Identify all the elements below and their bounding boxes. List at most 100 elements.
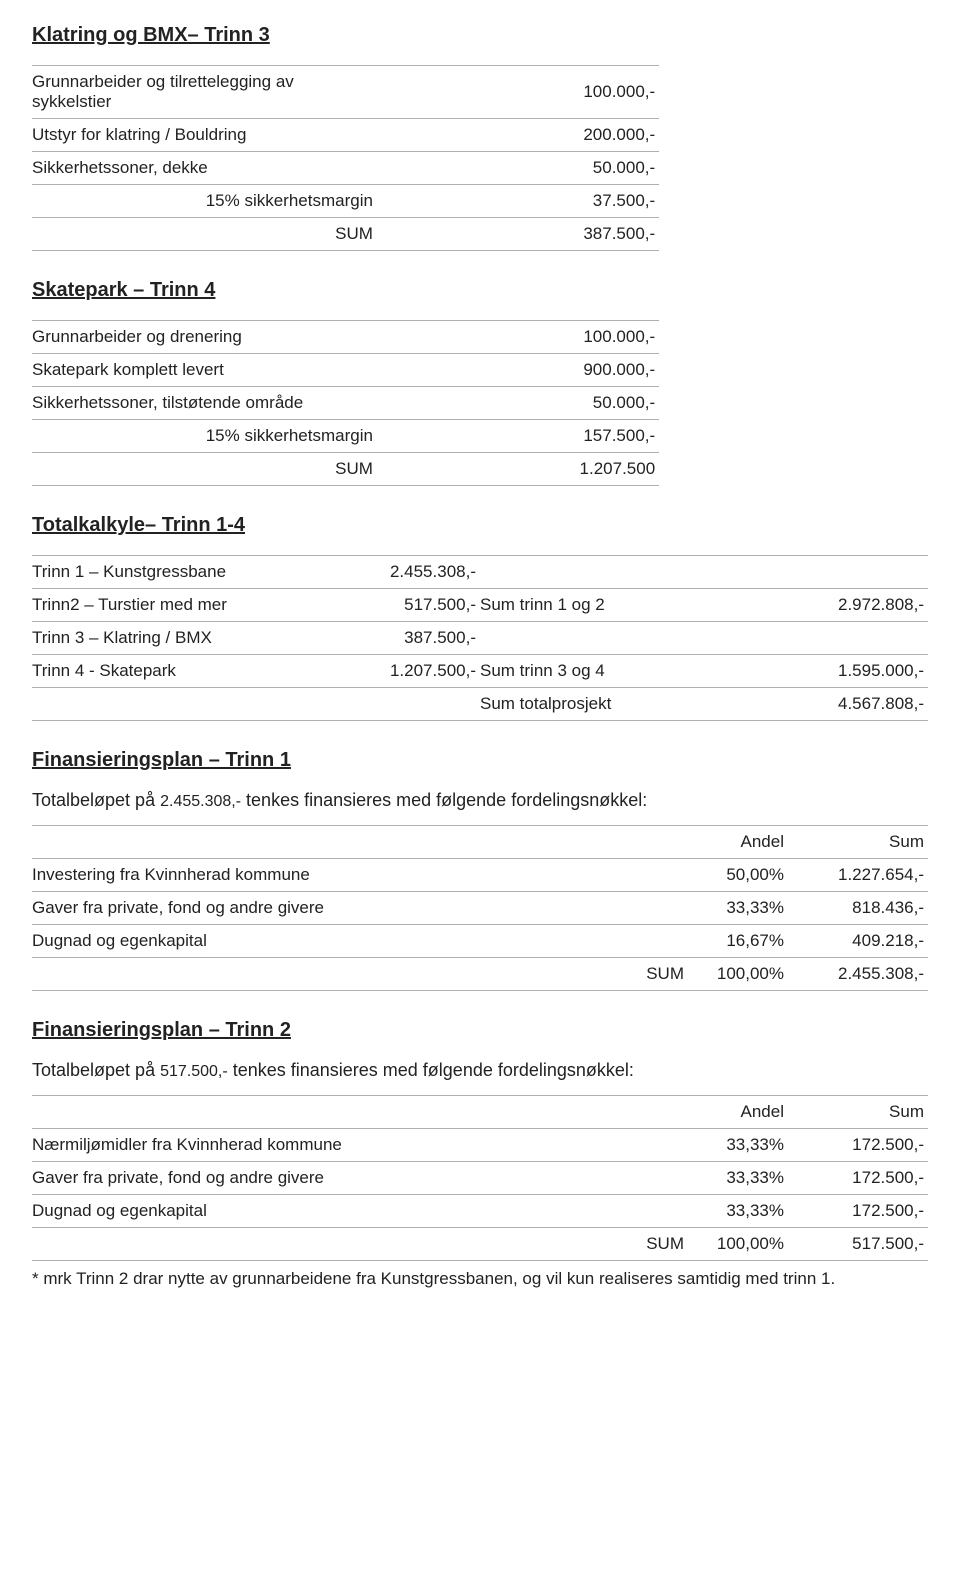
table-row: SUM100,00%2.455.308,- xyxy=(32,958,928,991)
cell: 2.972.808,- xyxy=(749,589,928,622)
intro-suffix: tenkes finansieres med følgende fordelin… xyxy=(241,790,647,810)
row-share: 50,00% xyxy=(688,859,788,892)
section-title-skatepark: Skatepark – Trinn 4 xyxy=(32,279,928,302)
header-empty xyxy=(32,826,688,859)
table-row: Trinn 1 – Kunstgressbane2.455.308,- xyxy=(32,556,928,589)
intro-amount: 517.500,- xyxy=(160,1063,228,1080)
table-row: Nærmiljømidler fra Kvinnherad kommune33,… xyxy=(32,1129,928,1162)
row-value: 50.000,- xyxy=(377,152,659,185)
row-label: Skatepark komplett levert xyxy=(32,354,377,387)
row-label: SUM xyxy=(32,958,688,991)
cell: Trinn 4 - Skatepark xyxy=(32,655,319,688)
cell: 2.455.308,- xyxy=(319,556,480,589)
intro-prefix: Totalbeløpet på xyxy=(32,1060,160,1080)
table-row: 15% sikkerhetsmargin37.500,- xyxy=(32,185,659,218)
row-share: 33,33% xyxy=(688,1162,788,1195)
table-finans1: AndelSumInvestering fra Kvinnherad kommu… xyxy=(32,825,928,991)
row-label: Dugnad og egenkapital xyxy=(32,925,688,958)
table-row: Gaver fra private, fond og andre givere3… xyxy=(32,1162,928,1195)
intro-amount: 2.455.308,- xyxy=(160,793,241,810)
cell xyxy=(480,556,749,589)
table-finans2: AndelSumNærmiljømidler fra Kvinnherad ko… xyxy=(32,1095,928,1261)
row-share: 100,00% xyxy=(688,958,788,991)
row-label: Nærmiljømidler fra Kvinnherad kommune xyxy=(32,1129,688,1162)
cell: Sum trinn 3 og 4 xyxy=(480,655,749,688)
row-share: 33,33% xyxy=(688,1195,788,1228)
intro-suffix: tenkes finansieres med følgende fordelin… xyxy=(228,1060,634,1080)
cell: Trinn 1 – Kunstgressbane xyxy=(32,556,319,589)
row-label: 15% sikkerhetsmargin xyxy=(32,185,377,218)
row-label: Utstyr for klatring / Bouldring xyxy=(32,119,377,152)
table-row: Investering fra Kvinnherad kommune50,00%… xyxy=(32,859,928,892)
row-share: 100,00% xyxy=(688,1228,788,1261)
cell xyxy=(32,688,319,721)
row-label: 15% sikkerhetsmargin xyxy=(32,420,377,453)
cell: 1.207.500,- xyxy=(319,655,480,688)
table-row: Skatepark komplett levert900.000,- xyxy=(32,354,659,387)
intro-finans2: Totalbeløpet på 517.500,- tenkes finansi… xyxy=(32,1060,928,1081)
row-sum: 409.218,- xyxy=(788,925,928,958)
cell xyxy=(319,688,480,721)
table-row: Sum totalprosjekt4.567.808,- xyxy=(32,688,928,721)
row-value: 200.000,- xyxy=(377,119,659,152)
row-value: 157.500,- xyxy=(377,420,659,453)
table-row: Dugnad og egenkapital16,67%409.218,- xyxy=(32,925,928,958)
row-sum: 172.500,- xyxy=(788,1195,928,1228)
table-totalkalkyle: Trinn 1 – Kunstgressbane2.455.308,-Trinn… xyxy=(32,555,928,721)
table-row: Trinn 3 – Klatring / BMX387.500,- xyxy=(32,622,928,655)
table-row: Grunnarbeider og tilrettelegging av sykk… xyxy=(32,66,659,119)
table-row: Trinn2 – Turstier med mer517.500,-Sum tr… xyxy=(32,589,928,622)
table-row: Utstyr for klatring / Bouldring200.000,- xyxy=(32,119,659,152)
cell: 517.500,- xyxy=(319,589,480,622)
row-label: Sikkerhetssoner, dekke xyxy=(32,152,377,185)
cell: 387.500,- xyxy=(319,622,480,655)
row-sum: 2.455.308,- xyxy=(788,958,928,991)
table-header-row: AndelSum xyxy=(32,826,928,859)
row-value: 900.000,- xyxy=(377,354,659,387)
table-row: 15% sikkerhetsmargin157.500,- xyxy=(32,420,659,453)
cell xyxy=(480,622,749,655)
row-value: 1.207.500 xyxy=(377,453,659,486)
header-empty xyxy=(32,1096,688,1129)
row-label: SUM xyxy=(32,218,377,251)
table-row: SUM387.500,- xyxy=(32,218,659,251)
footnote-finans2: * mrk Trinn 2 drar nytte av grunnarbeide… xyxy=(32,1269,928,1289)
row-value: 100.000,- xyxy=(377,66,659,119)
intro-finans1: Totalbeløpet på 2.455.308,- tenkes finan… xyxy=(32,790,928,811)
row-label: Gaver fra private, fond og andre givere xyxy=(32,1162,688,1195)
table-row: Sikkerhetssoner, tilstøtende område50.00… xyxy=(32,387,659,420)
header-share: Andel xyxy=(688,826,788,859)
table-row: SUM1.207.500 xyxy=(32,453,659,486)
row-label: Dugnad og egenkapital xyxy=(32,1195,688,1228)
cell: 4.567.808,- xyxy=(749,688,928,721)
row-sum: 818.436,- xyxy=(788,892,928,925)
cell: Trinn 3 – Klatring / BMX xyxy=(32,622,319,655)
table-row: Sikkerhetssoner, dekke50.000,- xyxy=(32,152,659,185)
table-row: Dugnad og egenkapital33,33%172.500,- xyxy=(32,1195,928,1228)
row-label: SUM xyxy=(32,453,377,486)
row-value: 50.000,- xyxy=(377,387,659,420)
cell xyxy=(749,622,928,655)
section-title-finans2: Finansieringsplan – Trinn 2 xyxy=(32,1019,928,1042)
cell: Sum trinn 1 og 2 xyxy=(480,589,749,622)
header-sum: Sum xyxy=(788,1096,928,1129)
row-label: Grunnarbeider og drenering xyxy=(32,321,377,354)
row-label: Gaver fra private, fond og andre givere xyxy=(32,892,688,925)
cell: 1.595.000,- xyxy=(749,655,928,688)
row-label: SUM xyxy=(32,1228,688,1261)
row-sum: 1.227.654,- xyxy=(788,859,928,892)
row-share: 16,67% xyxy=(688,925,788,958)
section-title-klatring: Klatring og BMX– Trinn 3 xyxy=(32,24,928,47)
table-klatring: Grunnarbeider og tilrettelegging av sykk… xyxy=(32,65,659,251)
table-header-row: AndelSum xyxy=(32,1096,928,1129)
cell: Trinn2 – Turstier med mer xyxy=(32,589,319,622)
row-value: 37.500,- xyxy=(377,185,659,218)
section-title-finans1: Finansieringsplan – Trinn 1 xyxy=(32,749,928,772)
row-share: 33,33% xyxy=(688,892,788,925)
row-share: 33,33% xyxy=(688,1129,788,1162)
header-share: Andel xyxy=(688,1096,788,1129)
row-label: Sikkerhetssoner, tilstøtende område xyxy=(32,387,377,420)
cell xyxy=(749,556,928,589)
table-row: Trinn 4 - Skatepark1.207.500,-Sum trinn … xyxy=(32,655,928,688)
row-label: Grunnarbeider og tilrettelegging av sykk… xyxy=(32,66,377,119)
